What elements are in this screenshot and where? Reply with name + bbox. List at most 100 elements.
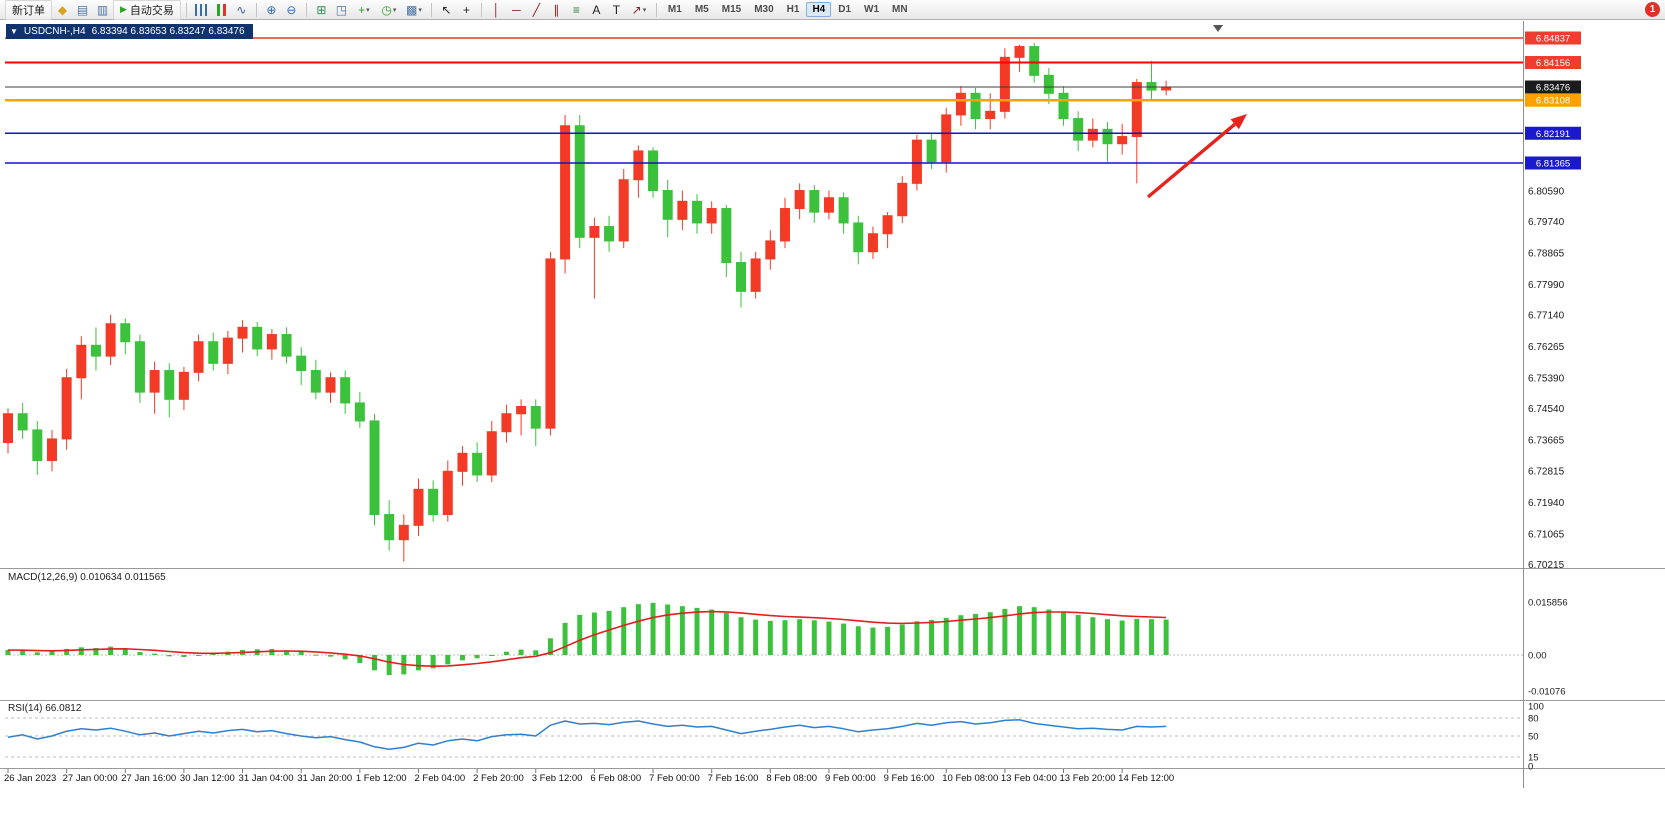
bearish-candle xyxy=(604,226,615,242)
market-watch-icon-glyph: ▤ xyxy=(76,2,89,17)
horizontal-line-icon[interactable]: ─ xyxy=(507,1,526,18)
indicators-dropdown[interactable]: + ▾ xyxy=(352,1,376,18)
tile-windows-icon[interactable]: ⊞ xyxy=(312,1,331,18)
profiles-icon-glyph: ◆ xyxy=(57,2,68,17)
bearish-candle xyxy=(296,355,307,372)
label-icon[interactable]: T xyxy=(607,1,626,18)
timeframe-m5-button[interactable]: M5 xyxy=(694,4,709,15)
timeframe-m1-button[interactable]: M1 xyxy=(667,4,682,15)
notification-badge[interactable]: 1 xyxy=(1645,2,1660,17)
bullish-candle xyxy=(61,377,72,440)
arrange-windows-icon-glyph: ◳ xyxy=(335,2,348,17)
svg-text:26 Jan 2023: 26 Jan 2023 xyxy=(4,773,56,784)
arrange-windows-icon[interactable]: ◳ xyxy=(332,1,351,18)
chart-shift-marker[interactable] xyxy=(1213,25,1223,32)
macd-histogram-bar xyxy=(723,612,729,655)
periods-dropdown[interactable]: ◷ ▾ xyxy=(377,1,401,18)
macd-histogram-bar xyxy=(78,647,84,655)
macd-histogram-bar xyxy=(518,649,524,655)
timeframe-m30-button[interactable]: M30 xyxy=(754,4,774,15)
bullish-candle xyxy=(765,240,776,260)
bearish-candle xyxy=(1102,128,1113,145)
bearish-candle xyxy=(17,413,28,431)
price-axis[interactable]: 6.80590 6.79740 6.78865 6.77990 6.77140 6.762… xyxy=(1528,186,1565,571)
svg-text:6.77990: 6.77990 xyxy=(1528,280,1565,291)
bullish-candle xyxy=(486,431,497,476)
line-chart-icon[interactable]: ∿ xyxy=(232,1,251,18)
bullish-candle xyxy=(193,341,204,373)
trendline-icon[interactable]: ╱ xyxy=(527,1,546,18)
new-order-button[interactable]: 新订单 xyxy=(5,0,52,20)
label-icon-glyph: T xyxy=(612,2,621,17)
macd-histogram-bar xyxy=(1061,612,1067,655)
macd-histogram-bar xyxy=(93,647,99,655)
svg-text:10 Feb 08:00: 10 Feb 08:00 xyxy=(942,773,998,784)
vertical-line-icon[interactable]: │ xyxy=(487,1,506,18)
navigator-icon[interactable]: ▥ xyxy=(93,1,112,18)
bullish-candle xyxy=(633,150,644,181)
macd-signal-line xyxy=(7,610,1167,668)
svg-text:31 Jan 04:00: 31 Jan 04:00 xyxy=(239,773,294,784)
svg-text:6.81365: 6.81365 xyxy=(1536,158,1570,169)
market-watch-icon[interactable]: ▤ xyxy=(73,1,92,18)
bar-chart-icon[interactable] xyxy=(192,1,211,18)
periods-dropdown-glyph: ◷ xyxy=(381,2,392,17)
bullish-candle xyxy=(823,197,834,213)
svg-text:6.77140: 6.77140 xyxy=(1528,311,1565,322)
macd-histogram-bar xyxy=(357,655,363,664)
timeframe-m15-button[interactable]: M15 xyxy=(721,4,742,15)
macd-histogram-bar xyxy=(811,620,817,655)
toolbar-separator xyxy=(430,2,432,17)
chart-menu-icon[interactable]: ▼ xyxy=(10,27,18,36)
trend-arrow-annotation[interactable] xyxy=(1146,114,1247,199)
macd-histogram-bar xyxy=(313,654,319,656)
zoom-in-icon[interactable]: ⊕ xyxy=(262,1,281,18)
chart-title-bar[interactable]: ▼ USDCNH-,H4 6.83394 6.83653 6.83247 6.8… xyxy=(6,24,253,39)
vertical-line-icon-glyph: │ xyxy=(492,2,501,17)
shapes-dropdown[interactable]: ↗ ▾ xyxy=(627,1,651,18)
bullish-candle xyxy=(1014,46,1025,58)
auto-trading-button[interactable]: ▶ 自动交易 xyxy=(113,0,181,20)
bullish-candle xyxy=(999,56,1010,112)
timeframe-mn-button[interactable]: MN xyxy=(892,4,908,15)
crosshair-icon[interactable]: + xyxy=(457,1,476,18)
macd-histogram-bar xyxy=(914,621,920,655)
cursor-icon[interactable]: ↖ xyxy=(437,1,456,18)
svg-text:-0.01076: -0.01076 xyxy=(1528,686,1566,697)
bullish-candle xyxy=(222,337,233,364)
svg-text:6.84156: 6.84156 xyxy=(1536,58,1570,69)
auto-trading-button-icon: ▶ xyxy=(120,4,127,14)
fibonacci-icon[interactable]: ≡ xyxy=(567,1,586,18)
time-axis[interactable]: 26 Jan 2023 27 Jan 00:00 27 Jan 16:00 30 Ja… xyxy=(4,769,1174,784)
bearish-candle xyxy=(340,377,351,404)
macd-histogram-bar xyxy=(372,655,377,671)
channel-icon[interactable]: ∥ xyxy=(547,1,566,18)
bearish-candle xyxy=(369,420,380,516)
svg-text:80: 80 xyxy=(1528,714,1539,725)
profiles-icon[interactable]: ◆ xyxy=(53,1,72,18)
macd-histogram-bar xyxy=(5,649,11,655)
zoom-out-icon[interactable]: ⊖ xyxy=(282,1,301,18)
macd-pane: 0.015856 0.00 -0.01076 xyxy=(5,597,1568,697)
text-icon[interactable]: A xyxy=(587,1,606,18)
timeframe-h4-button[interactable]: H4 xyxy=(806,2,832,17)
bearish-candle xyxy=(472,452,483,476)
bearish-candle xyxy=(90,344,101,357)
candlestick-chart-icon-glyph xyxy=(214,3,228,16)
bearish-candle xyxy=(120,323,131,343)
candlestick-chart-icon[interactable] xyxy=(212,1,231,18)
svg-text:6.71065: 6.71065 xyxy=(1528,529,1565,540)
macd-histogram-bar xyxy=(459,655,465,661)
macd-histogram-bar xyxy=(753,619,759,655)
bearish-candle xyxy=(721,208,732,264)
macd-histogram-bar xyxy=(709,609,715,655)
timeframe-d1-button[interactable]: D1 xyxy=(838,4,852,15)
timeframe-w1-button[interactable]: W1 xyxy=(864,4,880,15)
bullish-candle xyxy=(442,470,453,516)
timeframe-h1-button[interactable]: H1 xyxy=(786,4,800,15)
svg-text:50: 50 xyxy=(1528,732,1539,743)
templates-dropdown[interactable]: ▩ ▾ xyxy=(402,1,426,18)
bearish-candle xyxy=(32,429,43,462)
